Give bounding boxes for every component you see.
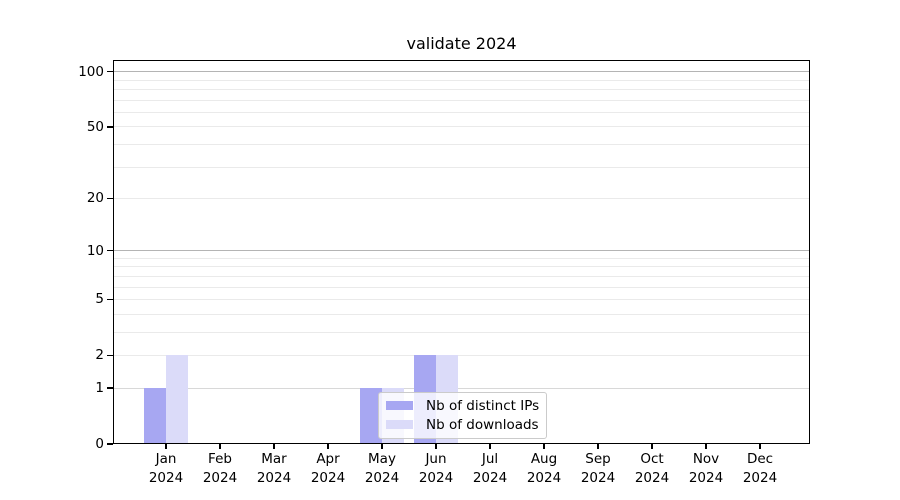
bar-distinct-ips-jan xyxy=(144,388,166,444)
x-tick-label-oct: Oct 2024 xyxy=(624,450,680,488)
legend-label-distinct-ips: Nb of distinct IPs xyxy=(426,397,540,414)
gridline-y-30 xyxy=(113,166,810,168)
x-tick-year: 2024 xyxy=(256,470,292,486)
gridline-y-100 xyxy=(113,71,810,73)
legend: Nb of distinct IPs Nb of downloads xyxy=(378,392,547,439)
gridline-y-9 xyxy=(113,257,810,259)
gridline-y-6 xyxy=(113,286,810,288)
legend-swatch-downloads-icon xyxy=(386,419,413,430)
x-tick-mark-jan xyxy=(165,444,167,449)
gridline-y-2 xyxy=(113,354,810,356)
x-tick-year: 2024 xyxy=(634,470,670,486)
x-tick-label-jan: Jan 2024 xyxy=(138,450,194,488)
gridline-y-50 xyxy=(113,126,810,128)
x-tick-year: 2024 xyxy=(580,470,616,486)
x-tick-year: 2024 xyxy=(472,470,508,486)
gridline-y-5 xyxy=(113,299,810,300)
gridline-y-3 xyxy=(113,331,810,333)
legend-label-downloads: Nb of downloads xyxy=(426,416,539,433)
gridline-y-20 xyxy=(113,197,810,199)
chart-title: validate 2024 xyxy=(406,34,517,53)
x-tick-mark-mar xyxy=(273,444,275,449)
y-tick-mark-50 xyxy=(107,126,113,128)
x-tick-mark-dec xyxy=(759,444,761,449)
y-tick-label-5: 5 xyxy=(95,291,104,308)
gridline-y-4 xyxy=(113,313,810,315)
y-tick-label-20: 20 xyxy=(86,190,104,207)
x-tick-mark-aug xyxy=(543,444,545,449)
x-tick-year: 2024 xyxy=(310,470,346,486)
gridline-y-40 xyxy=(113,144,810,146)
legend-row-distinct-ips: Nb of distinct IPs xyxy=(386,396,546,415)
x-tick-label-nov: Nov 2024 xyxy=(678,450,734,488)
plot-area xyxy=(113,60,810,444)
x-tick-label-apr: Apr 2024 xyxy=(300,450,356,488)
y-tick-mark-0 xyxy=(107,443,113,445)
y-tick-label-1: 1 xyxy=(95,380,104,397)
y-tick-mark-20 xyxy=(107,197,113,200)
x-tick-year: 2024 xyxy=(418,470,454,486)
x-tick-month: May xyxy=(368,451,396,467)
gridline-y-80 xyxy=(113,89,810,91)
x-tick-label-may: May 2024 xyxy=(354,450,410,488)
y-tick-label-100: 100 xyxy=(78,63,104,80)
y-tick-label-50: 50 xyxy=(86,118,104,135)
x-tick-month: Nov xyxy=(692,451,720,467)
x-tick-label-aug: Aug 2024 xyxy=(516,450,572,488)
x-tick-mark-sep xyxy=(597,444,599,449)
x-tick-month: Jun xyxy=(425,451,447,467)
x-tick-year: 2024 xyxy=(148,470,184,486)
x-tick-mark-apr xyxy=(327,444,329,449)
y-tick-label-2: 2 xyxy=(95,347,104,364)
y-tick-mark-10 xyxy=(107,249,113,252)
x-tick-mark-jul xyxy=(489,444,491,449)
x-tick-label-jun: Jun 2024 xyxy=(408,450,464,488)
x-tick-month: Mar xyxy=(261,451,287,467)
gridline-y-8 xyxy=(113,266,810,268)
x-tick-label-dec: Dec 2024 xyxy=(732,450,788,488)
x-tick-mark-jun xyxy=(435,444,437,449)
gridline-y-70 xyxy=(113,99,810,101)
x-tick-year: 2024 xyxy=(742,470,778,486)
legend-swatch-distinct-ips-icon xyxy=(386,400,413,411)
y-tick-mark-2 xyxy=(107,354,113,357)
x-tick-year: 2024 xyxy=(688,470,724,486)
x-tick-mark-nov xyxy=(705,444,707,449)
x-tick-month: Sep xyxy=(585,451,611,467)
y-tick-mark-100 xyxy=(107,71,113,73)
x-tick-month: Apr xyxy=(316,451,340,467)
x-tick-year: 2024 xyxy=(364,470,400,486)
x-tick-year: 2024 xyxy=(526,470,562,486)
gridline-y-10 xyxy=(113,250,810,252)
x-tick-label-feb: Feb 2024 xyxy=(192,450,248,488)
gridline-y-60 xyxy=(113,111,810,113)
x-tick-mark-may xyxy=(381,444,383,449)
bar-downloads-jan xyxy=(166,355,188,444)
legend-row-downloads: Nb of downloads xyxy=(386,415,546,434)
y-tick-label-10: 10 xyxy=(86,242,104,259)
y-tick-mark-5 xyxy=(107,298,113,301)
y-tick-mark-1 xyxy=(107,387,113,389)
x-tick-month: Dec xyxy=(746,451,774,467)
x-tick-month: Jul xyxy=(481,451,499,467)
gridline-y-7 xyxy=(113,275,810,277)
x-tick-label-mar: Mar 2024 xyxy=(246,450,302,488)
bar-distinct-ips-may xyxy=(360,388,382,444)
x-tick-mark-feb xyxy=(219,444,221,449)
x-tick-month: Aug xyxy=(530,451,558,467)
gridline-y-90 xyxy=(113,79,810,81)
x-tick-label-sep: Sep 2024 xyxy=(570,450,626,488)
x-tick-year: 2024 xyxy=(202,470,238,486)
x-tick-mark-oct xyxy=(651,444,653,449)
x-tick-month: Feb xyxy=(208,451,232,467)
x-tick-month: Jan xyxy=(155,451,177,467)
y-tick-label-0: 0 xyxy=(95,436,104,452)
x-tick-label-jul: Jul 2024 xyxy=(462,450,518,488)
gridline-y-1 xyxy=(113,387,810,389)
x-tick-month: Oct xyxy=(640,451,664,467)
